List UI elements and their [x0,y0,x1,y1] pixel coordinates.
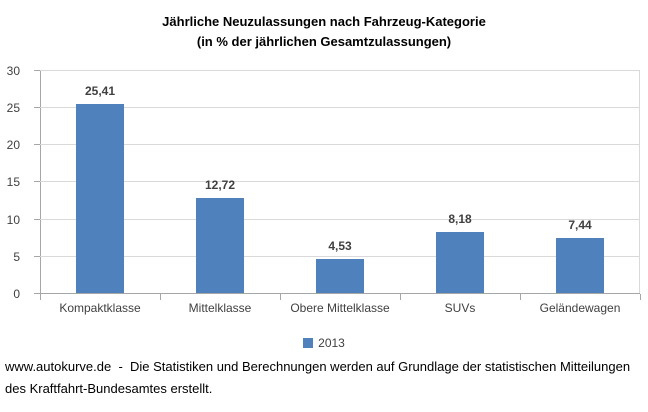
legend-swatch-2013 [303,338,314,348]
source-note: www.autokurve.de - Die Statistiken und B… [5,359,631,396]
gridline-25 [40,107,640,108]
bar-value-gel-ndewagen: 7,44 [568,218,592,232]
gridline-10 [40,219,640,220]
y-tick-label-30: 30 [6,64,20,78]
y-tick-20 [34,144,40,145]
x-tick-0 [40,294,41,300]
chart-title: Jährliche Neuzulassungen nach Fahrzeug-K… [0,12,648,52]
legend: 2013 [0,336,648,350]
bar-gel-ndewagen [556,238,604,293]
x-axis-line [40,293,640,294]
x-tick-3 [400,294,401,300]
y-tick-5 [34,256,40,257]
gridline-15 [40,181,640,182]
y-tick-label-0: 0 [13,287,20,301]
bar-obere-mittelklasse [316,259,364,293]
y-tick-0 [34,293,40,294]
x-tick-4 [520,294,521,300]
bar-value-kompaktklasse: 25,41 [84,84,116,98]
y-tick-label-25: 25 [6,101,20,115]
category-label-gel-ndewagen: Geländewagen [539,301,621,315]
y-tick-10 [34,219,40,220]
plot-area: 25,41 12,72 4,53 8,18 7,44 [34,70,641,300]
category-label-mittelklasse: Mittelklasse [188,301,252,315]
bar-suvs [436,232,484,293]
x-tick-1 [160,294,161,300]
y-tick-label-10: 10 [6,213,20,227]
y-axis-labels: 0 5 10 15 20 25 30 [0,64,20,301]
bar-value-suvs: 8,18 [448,212,472,226]
x-tick-2 [280,294,281,300]
bar-value-obere-mittelklasse: 4,53 [328,239,352,253]
gridline-30 [40,70,640,71]
chart-title-line1: Jährliche Neuzulassungen nach Fahrzeug-K… [162,14,486,29]
gridline-20 [40,144,640,145]
legend-label-2013: 2013 [318,336,345,350]
chart-title-line2: (in % der jährlichen Gesamtzulassungen) [196,34,452,49]
bar-kompaktklasse [76,104,124,293]
bar-mittelklasse [196,198,244,293]
y-axis-line [40,70,41,294]
y-tick-15 [34,181,40,182]
category-label-suvs: SUVs [444,301,476,315]
y-tick-label-15: 15 [6,175,20,189]
plot-right-border [639,70,640,294]
x-axis-labels: Kompaktklasse Mittelklasse Obere Mittelkla… [40,301,640,317]
category-label-obere-mittelklasse: Obere Mittelklasse [290,301,390,315]
category-label-kompaktklasse: Kompaktklasse [59,301,141,315]
y-tick-label-5: 5 [13,250,20,264]
bar-value-mittelklasse: 12,72 [204,178,236,192]
x-tick-5 [640,294,641,300]
y-tick-25 [34,107,40,108]
y-tick-label-20: 20 [6,138,20,152]
gridline-5 [40,256,640,257]
y-tick-30 [34,70,40,71]
